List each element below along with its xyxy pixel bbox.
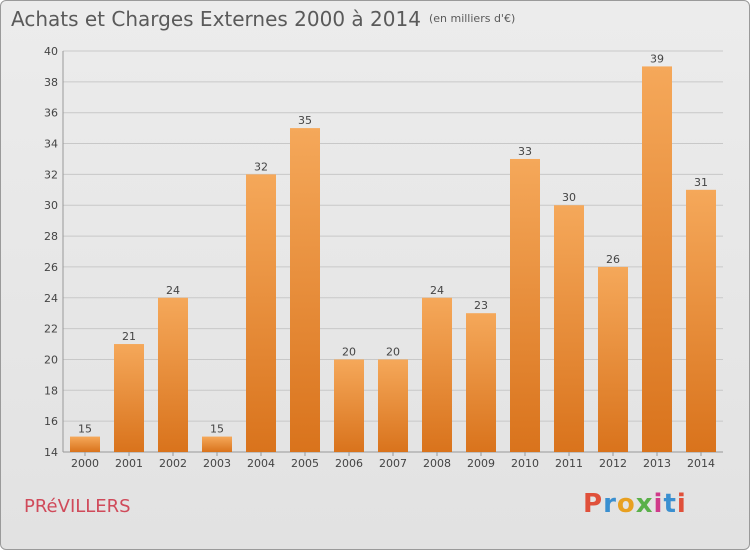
bar-2008 [422, 297, 452, 452]
bar-2007 [378, 359, 408, 452]
x-tick-label: 2010 [511, 457, 539, 470]
bar-2002 [158, 297, 188, 452]
x-tick-label: 2006 [335, 457, 363, 470]
x-tick-label: 2011 [555, 457, 583, 470]
x-tick-label: 2012 [599, 457, 627, 470]
logo-letter: t [663, 489, 677, 519]
data-label: 33 [518, 145, 532, 158]
bar-2000 [70, 436, 100, 452]
bar-2013 [642, 66, 672, 452]
bar-2001 [114, 344, 144, 452]
x-tick-label: 2007 [379, 457, 407, 470]
data-label: 24 [166, 284, 180, 297]
data-label: 35 [298, 114, 312, 127]
data-label: 30 [562, 191, 576, 204]
bar-2012 [598, 266, 628, 452]
data-label: 26 [606, 253, 620, 266]
bar-2005 [290, 128, 320, 452]
data-label: 15 [78, 423, 92, 436]
y-tick-label: 18 [44, 384, 58, 397]
y-tick-label: 26 [44, 261, 58, 274]
data-label: 24 [430, 284, 444, 297]
logo-letter: P [583, 489, 604, 519]
x-tick-label: 2005 [291, 457, 319, 470]
bar-2014 [686, 189, 716, 453]
y-tick-label: 20 [44, 353, 58, 366]
y-tick-label: 14 [44, 446, 58, 459]
logo-letter: o [616, 489, 636, 519]
x-tick-label: 2001 [115, 457, 143, 470]
x-tick-label: 2003 [203, 457, 231, 470]
data-label: 39 [650, 52, 664, 65]
bar-2006 [334, 359, 364, 452]
x-tick-label: 2009 [467, 457, 495, 470]
y-tick-label: 16 [44, 415, 58, 428]
y-tick-label: 36 [44, 107, 58, 120]
y-tick-label: 22 [44, 323, 58, 336]
chart-title: Achats et Charges Externes 2000 à 2014 (e… [11, 7, 515, 31]
data-label: 21 [122, 330, 136, 343]
title-text: Achats et Charges Externes 2000 à 2014 [11, 7, 421, 31]
x-tick-label: 2014 [687, 457, 715, 470]
data-label: 23 [474, 299, 488, 312]
bar-2004 [246, 174, 276, 452]
x-tick-label: 2002 [159, 457, 187, 470]
y-tick-labels: 14 16 18 20 22 24 26 28 30 32 34 36 38 40 [44, 45, 58, 459]
x-tick-label: 2008 [423, 457, 451, 470]
proxiti-logo: Proxiti [583, 489, 687, 519]
y-tick-label: 32 [44, 168, 58, 181]
y-tick-label: 24 [44, 292, 58, 305]
y-tick-label: 28 [44, 230, 58, 243]
x-tick-labels: 2000 2001 2002 2003 2004 2005 2006 2007 2008 2009… [71, 452, 715, 470]
data-label: 20 [342, 345, 356, 358]
data-label: 15 [210, 423, 224, 436]
logo-letter: x [635, 489, 654, 519]
logo-letter: r [603, 489, 617, 519]
y-tick-label: 30 [44, 199, 58, 212]
logo-letter: i [676, 489, 687, 519]
y-tick-label: 40 [44, 45, 58, 58]
y-tick-label: 34 [44, 138, 58, 151]
bar-2003 [202, 436, 232, 452]
data-labels: 15 21 24 15 32 35 20 20 24 23 33 30 26 39 31 [78, 52, 708, 435]
bar-2009 [466, 313, 496, 452]
logo-letter: i [653, 489, 664, 519]
bars [70, 66, 716, 453]
x-tick-label: 2000 [71, 457, 99, 470]
commune-name: PRéVILLERS [24, 496, 131, 517]
bar-2010 [510, 158, 540, 452]
title-unit: (en milliers d'€) [428, 12, 516, 25]
data-label: 20 [386, 345, 400, 358]
x-tick-label: 2013 [643, 457, 671, 470]
data-label: 32 [254, 160, 268, 173]
y-tick-label: 38 [44, 76, 58, 89]
data-label: 31 [694, 176, 708, 189]
bar-2011 [554, 205, 584, 452]
x-tick-label: 2004 [247, 457, 275, 470]
